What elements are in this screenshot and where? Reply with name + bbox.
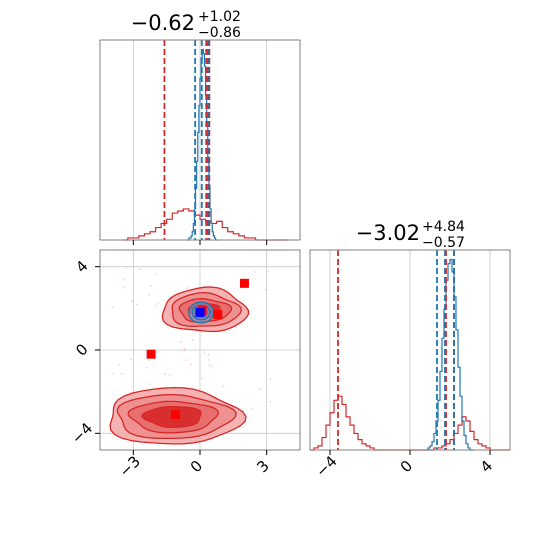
scatter-point-13 (269, 400, 272, 403)
scatter-point-38 (264, 289, 267, 291)
scatter-point-48 (186, 287, 189, 289)
histogram-blue (426, 258, 474, 451)
scatter-point-46 (207, 358, 210, 361)
scatter-point-42 (146, 366, 148, 369)
tick-marks-3 (329, 450, 491, 455)
scatter-point-2 (184, 348, 186, 350)
scatter-point-41 (164, 372, 166, 375)
scatter-point-36 (155, 304, 158, 307)
scatter-point-69 (111, 306, 114, 309)
x-tick-label-1: 0 (397, 457, 416, 476)
x-tick-label-2: 4 (477, 457, 496, 476)
scatter-point-19 (135, 303, 138, 306)
red-marker-2 (171, 410, 181, 420)
panel-2-title-value: −3.02 (356, 221, 420, 245)
scatter-point-31 (183, 349, 186, 352)
tick-marks-2 (95, 266, 268, 455)
scatter-point-21 (123, 278, 126, 280)
red-marker-1 (239, 278, 249, 288)
panel-2-title-plus: +4.84 (422, 219, 465, 235)
contour-levels (109, 286, 250, 445)
histogram-panel-2: −4 0 4 −3.02 +4.84 −0.57 (309, 219, 511, 481)
scatter-point-28 (118, 363, 120, 366)
scatter-point-12 (130, 358, 133, 361)
y-tick-labels-2: −4 0 4 (68, 257, 96, 448)
x-tick-label-1: 0 (187, 457, 206, 476)
grid-lines-1 (132, 40, 268, 240)
panel-1-title-value: −0.62 (131, 11, 195, 35)
red-marker-3 (213, 310, 223, 320)
blue-marker (195, 308, 205, 317)
y-tick-label-2: 4 (72, 257, 91, 276)
y-tick-label-1: 0 (72, 340, 91, 359)
scatter-point-45 (111, 372, 114, 375)
scatter-point-16 (138, 268, 141, 270)
scatter-point-4 (208, 363, 211, 366)
x-tick-label-2: 3 (253, 457, 272, 476)
scatter-point-33 (185, 359, 188, 362)
panel-2-title-minus: −0.57 (422, 235, 465, 251)
scatter-point-62 (120, 373, 123, 375)
scatter-point-55 (148, 294, 151, 296)
scatter-point-0 (191, 338, 194, 341)
quantile-lines-2 (337, 250, 455, 450)
scatter-point-3 (123, 285, 126, 288)
scatter-point-30 (269, 378, 272, 381)
y-tick-label-0: −4 (68, 419, 96, 447)
scatter-point-61 (156, 351, 159, 353)
scatter-point-50 (131, 300, 133, 303)
scatter-point-63 (148, 383, 151, 385)
x-tick-label-0: −4 (312, 452, 340, 480)
panel-1-title-minus: −0.86 (198, 25, 241, 41)
x-tick-labels-3: −4 0 4 (312, 452, 496, 480)
red-marker-0 (146, 349, 156, 359)
scatter-point-9 (203, 351, 206, 354)
scatter-point-68 (189, 363, 192, 366)
tick-marks-1 (132, 240, 268, 245)
truth-markers (146, 278, 249, 420)
scatter-point-14 (180, 340, 182, 343)
x-tick-label-0: −3 (116, 452, 144, 480)
histogram-panel-1: −0.62 +1.02 −0.86 (99, 9, 301, 245)
panel-1-title-plus: +1.02 (198, 9, 241, 25)
contour-panel: −3 0 3 −4 0 4 (68, 249, 301, 481)
scatter-point-49 (208, 354, 210, 357)
scatter-point-37 (253, 271, 256, 273)
histogram-red (122, 208, 289, 241)
scatter-point-47 (125, 267, 127, 270)
scatter-point-44 (154, 273, 157, 275)
scatter-point-24 (210, 365, 213, 368)
x-tick-labels-2: −3 0 3 (116, 452, 273, 480)
scatter-point-5 (157, 302, 160, 305)
scatter-point-11 (266, 270, 269, 273)
scatter-point-20 (168, 374, 171, 376)
scatter-point-18 (201, 377, 204, 380)
scatter-point-15 (222, 385, 224, 388)
scatter-point-22 (149, 285, 152, 287)
quantile-lines-1 (163, 40, 211, 240)
scatter-point-59 (250, 408, 253, 410)
scatter-point-51 (259, 388, 262, 391)
